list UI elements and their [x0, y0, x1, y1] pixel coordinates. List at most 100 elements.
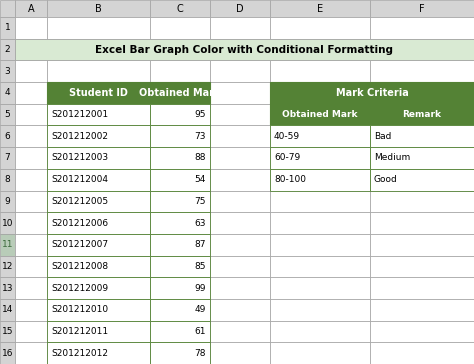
Bar [15, 39, 474, 60]
Bar [47, 104, 150, 126]
Bar [370, 104, 474, 126]
Text: Obtained Mark: Obtained Mark [139, 88, 221, 98]
Text: S201212003: S201212003 [51, 154, 108, 162]
Text: 80-100: 80-100 [274, 175, 306, 184]
Bar [15, 212, 47, 234]
Bar [270, 147, 370, 169]
Text: Mark Criteria: Mark Criteria [336, 88, 409, 98]
Bar [270, 169, 370, 190]
Bar [370, 234, 474, 256]
Bar [47, 342, 150, 364]
Text: 3: 3 [5, 67, 10, 76]
Text: F: F [419, 4, 425, 13]
Bar [150, 126, 210, 147]
Bar [47, 256, 150, 277]
Bar [150, 321, 210, 342]
Bar [210, 212, 270, 234]
Text: 75: 75 [194, 197, 206, 206]
Text: S201212004: S201212004 [51, 175, 108, 184]
Text: 12: 12 [2, 262, 13, 271]
Bar [210, 190, 270, 212]
Text: S201212008: S201212008 [51, 262, 108, 271]
Bar [0, 39, 15, 60]
Bar [210, 277, 270, 299]
Text: 7: 7 [5, 154, 10, 162]
Text: S201212010: S201212010 [51, 305, 108, 314]
Bar [15, 321, 47, 342]
Text: Bad: Bad [374, 132, 392, 141]
Bar [47, 212, 150, 234]
Text: S201212005: S201212005 [51, 197, 108, 206]
Bar [47, 299, 150, 321]
Bar [210, 299, 270, 321]
Text: S201212009: S201212009 [51, 284, 108, 293]
Text: 60-79: 60-79 [274, 154, 300, 162]
Bar [150, 256, 210, 277]
Bar [270, 82, 474, 104]
Text: 88: 88 [194, 154, 206, 162]
Bar [270, 0, 370, 17]
Bar [150, 169, 210, 190]
Bar [370, 17, 474, 39]
Text: 87: 87 [194, 240, 206, 249]
Bar [150, 299, 210, 321]
Bar [370, 104, 474, 126]
Bar [0, 82, 15, 104]
Bar [47, 190, 150, 212]
Bar [15, 256, 47, 277]
Bar [15, 126, 47, 147]
Text: 1: 1 [5, 23, 10, 32]
Bar [150, 342, 210, 364]
Bar [15, 147, 47, 169]
Bar [210, 104, 270, 126]
Bar [47, 256, 150, 277]
Bar [47, 104, 150, 126]
Bar [270, 17, 370, 39]
Bar [47, 277, 150, 299]
Bar [270, 169, 370, 190]
Bar [210, 60, 270, 82]
Bar [210, 147, 270, 169]
Bar [210, 39, 270, 60]
Bar [270, 39, 370, 60]
Text: 61: 61 [194, 327, 206, 336]
Bar [370, 39, 474, 60]
Bar [210, 256, 270, 277]
Bar [370, 147, 474, 169]
Bar [0, 126, 15, 147]
Text: 15: 15 [2, 327, 13, 336]
Bar [370, 190, 474, 212]
Text: 63: 63 [194, 218, 206, 228]
Text: 95: 95 [194, 110, 206, 119]
Bar [15, 299, 47, 321]
Bar [47, 321, 150, 342]
Text: S201212012: S201212012 [51, 349, 108, 358]
Bar [370, 169, 474, 190]
Bar [0, 277, 15, 299]
Bar [47, 277, 150, 299]
Bar [47, 60, 150, 82]
Text: 8: 8 [5, 175, 10, 184]
Bar [150, 0, 210, 17]
Text: 4: 4 [5, 88, 10, 98]
Bar [0, 321, 15, 342]
Bar [370, 299, 474, 321]
Bar [210, 169, 270, 190]
Bar [150, 256, 210, 277]
Bar [210, 82, 270, 104]
Text: 10: 10 [2, 218, 13, 228]
Bar [47, 17, 150, 39]
Bar [15, 39, 47, 60]
Text: Remark: Remark [402, 110, 441, 119]
Text: 9: 9 [5, 197, 10, 206]
Text: Excel Bar Graph Color with Conditional Formatting: Excel Bar Graph Color with Conditional F… [95, 44, 393, 55]
Text: S201212002: S201212002 [51, 132, 108, 141]
Bar [270, 82, 370, 104]
Bar [370, 147, 474, 169]
Bar [150, 104, 210, 126]
Text: S201212006: S201212006 [51, 218, 108, 228]
Bar [270, 321, 370, 342]
Bar [150, 212, 210, 234]
Bar [150, 234, 210, 256]
Text: 6: 6 [5, 132, 10, 141]
